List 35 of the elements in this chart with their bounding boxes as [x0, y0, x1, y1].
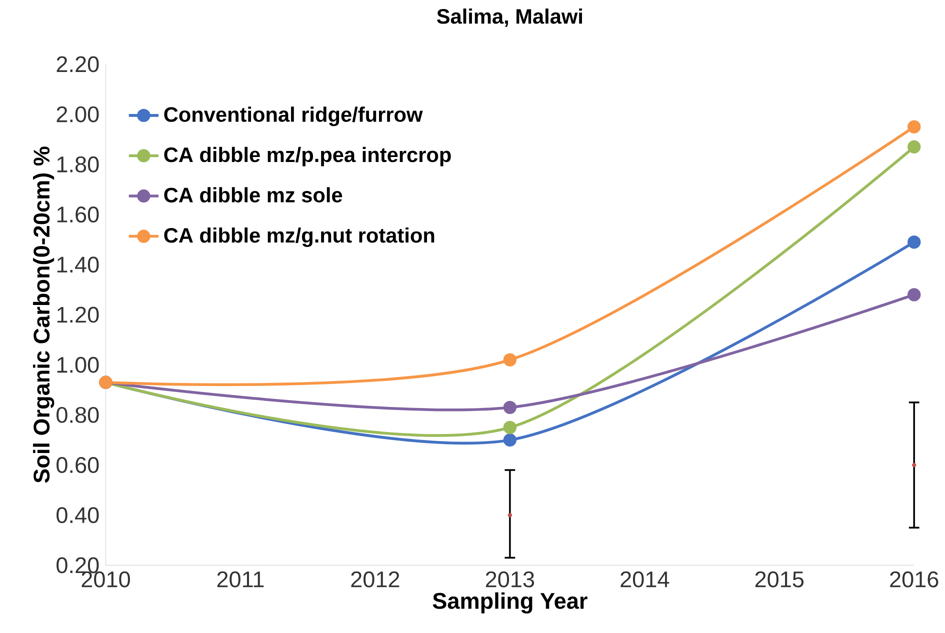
legend-label: Conventional ridge/furrow [164, 106, 423, 126]
x-tick-label: 2011 [217, 571, 264, 588]
x-tick-label: 2015 [755, 571, 804, 588]
x-tick-label: 2012 [351, 571, 400, 588]
y-tick-label: 0.80 [56, 406, 99, 423]
y-tick-label: 1.60 [57, 206, 99, 222]
y-tick-label: 0.40 [56, 506, 99, 523]
y-tick-label: 0.20 [56, 557, 99, 574]
point [908, 288, 921, 302]
y-tick-label: 0.60 [56, 456, 99, 473]
point [503, 353, 517, 366]
y-axis-title: Soil Organic Carbon(0-20cm) % [33, 146, 54, 483]
legend-label: CA dibble mz/g.nut rotation [164, 227, 434, 247]
x-tick-label: 2016 [890, 571, 938, 588]
y-tick-label: 1.20 [57, 306, 99, 323]
legend-label: CA dibble mz sole [164, 186, 342, 202]
x-tick-label: 2010 [82, 571, 130, 588]
y-tick-label: 2.00 [56, 106, 99, 122]
y-tick-label: 2.20 [56, 56, 99, 72]
legend-label: CA dibble mz/p.pea intercrop [164, 146, 451, 166]
point [908, 120, 921, 134]
y-tick-label: 1.80 [57, 156, 99, 172]
point [508, 512, 512, 518]
x-tick-label: 2014 [620, 571, 670, 588]
point [503, 420, 517, 434]
point [912, 462, 916, 467]
y-tick-label: 1.40 [57, 256, 99, 272]
point [908, 140, 921, 154]
y-tick-label: 1.00 [57, 356, 99, 373]
point [503, 400, 517, 414]
chart-title: Salima, Malawi [436, 8, 582, 27]
x-axis-title: Sampling Year [432, 592, 588, 614]
point [908, 235, 921, 248]
x-tick-label: 2013 [486, 571, 534, 588]
point [503, 433, 517, 446]
